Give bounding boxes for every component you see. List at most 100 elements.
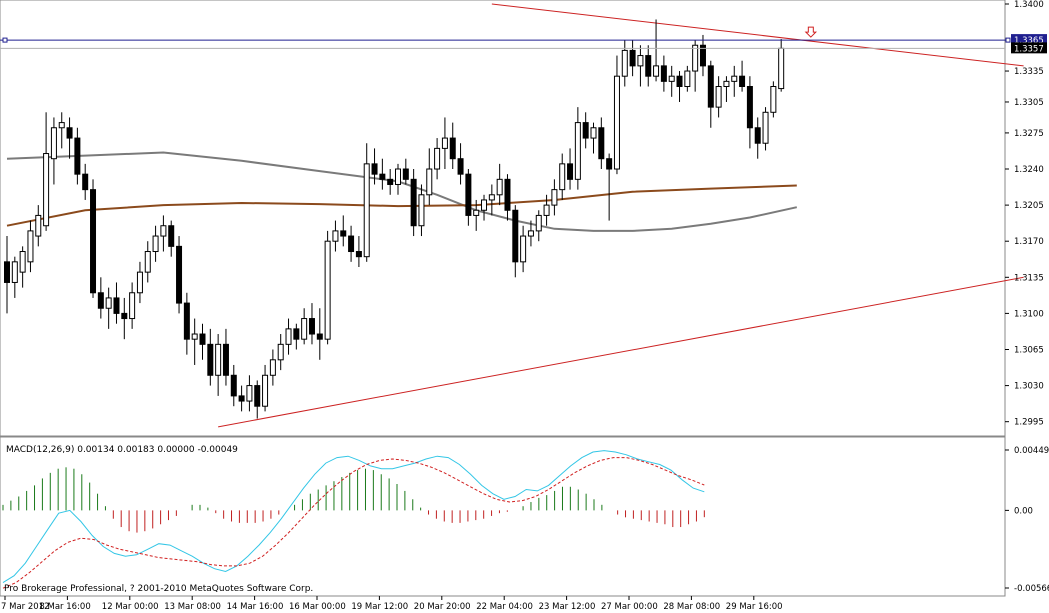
candle (168, 220, 175, 257)
macd-indicator (2, 450, 705, 589)
candle (613, 55, 620, 175)
candle (371, 148, 378, 185)
bid-price-badge (1011, 42, 1047, 54)
candle (527, 220, 534, 247)
price-axis: 1.3400 1.3335 1.3305 1.3275 1.3240 1.3205 1.31… (1005, 0, 1044, 428)
candle (191, 318, 198, 365)
candle (66, 117, 73, 159)
candle (520, 225, 527, 273)
moving-average-line[interactable] (6, 184, 797, 227)
macd-signal-line (2, 457, 705, 589)
candle (348, 225, 355, 262)
candle (762, 107, 769, 151)
candle (277, 334, 284, 371)
bid-price-label: 1.3357 (1014, 44, 1044, 54)
candle (379, 158, 386, 190)
time-tick-label: 23 Mar 12:00 (539, 602, 596, 612)
candle (152, 225, 159, 262)
candle (176, 236, 183, 314)
candle (645, 45, 652, 87)
time-tick-label: 20 Mar 20:00 (414, 602, 471, 612)
candle (129, 282, 136, 329)
candle (653, 19, 660, 82)
macd-panel-background[interactable] (0, 436, 1006, 597)
candle (230, 364, 237, 407)
candle (402, 158, 409, 185)
candle (707, 60, 714, 128)
candle (293, 323, 300, 350)
price-tick-label: 1.3305 (1014, 98, 1044, 108)
price-tick-label: 1.3400 (1014, 0, 1044, 10)
trendlines[interactable] (218, 3, 1024, 428)
candle (684, 65, 691, 92)
candle (715, 76, 722, 118)
candle (35, 205, 42, 247)
candle (410, 169, 417, 237)
candle (308, 303, 315, 345)
price-tick-label: 1.3065 (1014, 345, 1044, 355)
candle (731, 65, 738, 97)
candle (473, 199, 480, 231)
candle (4, 236, 10, 314)
price-tick-label: 1.2995 (1014, 418, 1044, 428)
candle (43, 112, 50, 231)
candle (97, 277, 104, 319)
time-tick-label: 22 Mar 04:00 (476, 602, 533, 612)
candle (395, 163, 401, 195)
candle (551, 179, 558, 216)
candle (574, 107, 581, 190)
moving-average-line[interactable] (6, 151, 798, 232)
candle (567, 148, 574, 190)
candle (222, 328, 229, 386)
candle (496, 163, 503, 206)
candle (121, 297, 128, 340)
candle (723, 76, 730, 102)
candle (637, 45, 644, 87)
ask-price-badge (1011, 34, 1047, 46)
candle (332, 220, 339, 252)
candle (238, 385, 245, 412)
candle (269, 349, 276, 386)
candle (246, 375, 253, 412)
time-tick-label: 7 Mar 2012 (1, 602, 49, 612)
candle (598, 117, 605, 170)
price-tick-label: 1.3030 (1014, 382, 1044, 392)
time-tick-label: 19 Mar 12:00 (351, 602, 408, 612)
time-tick-label: 29 Mar 16:00 (726, 602, 783, 612)
candle (629, 40, 636, 77)
macd-main-line (2, 450, 705, 584)
candle (449, 122, 456, 170)
candle (426, 148, 433, 206)
macd-indicator-label: MACD(12,26,9) 0.00134 0.00183 0.00000 -0… (6, 445, 238, 455)
trendline-upper[interactable] (491, 3, 1024, 67)
macd-tick-label: -0.00566 (1014, 584, 1049, 594)
candle (441, 117, 448, 170)
macd-tick-label: 0.00 (1014, 506, 1033, 516)
candle (262, 364, 269, 412)
moving-average-lines (6, 151, 798, 232)
candle (82, 163, 89, 200)
time-tick-label: 28 Mar 08:00 (663, 602, 720, 612)
candle (387, 169, 394, 195)
candle (590, 122, 597, 154)
candle (488, 184, 495, 216)
candle (136, 261, 143, 304)
candle (699, 34, 706, 77)
candle (676, 71, 683, 102)
candle (199, 323, 206, 360)
sell-arrow-icon[interactable] (804, 26, 818, 38)
ask-price-label: 1.3365 (1014, 36, 1044, 46)
candle (355, 236, 362, 267)
candle (74, 127, 81, 185)
candle (559, 153, 566, 200)
candle (160, 215, 167, 252)
price-tick-label: 1.3100 (1014, 309, 1044, 319)
candle (465, 169, 472, 226)
candle (582, 112, 589, 149)
trendline-lower[interactable] (218, 276, 1024, 428)
time-tick-label: 16 Mar 00:00 (289, 602, 346, 612)
candle (316, 308, 323, 360)
candle (535, 210, 542, 242)
